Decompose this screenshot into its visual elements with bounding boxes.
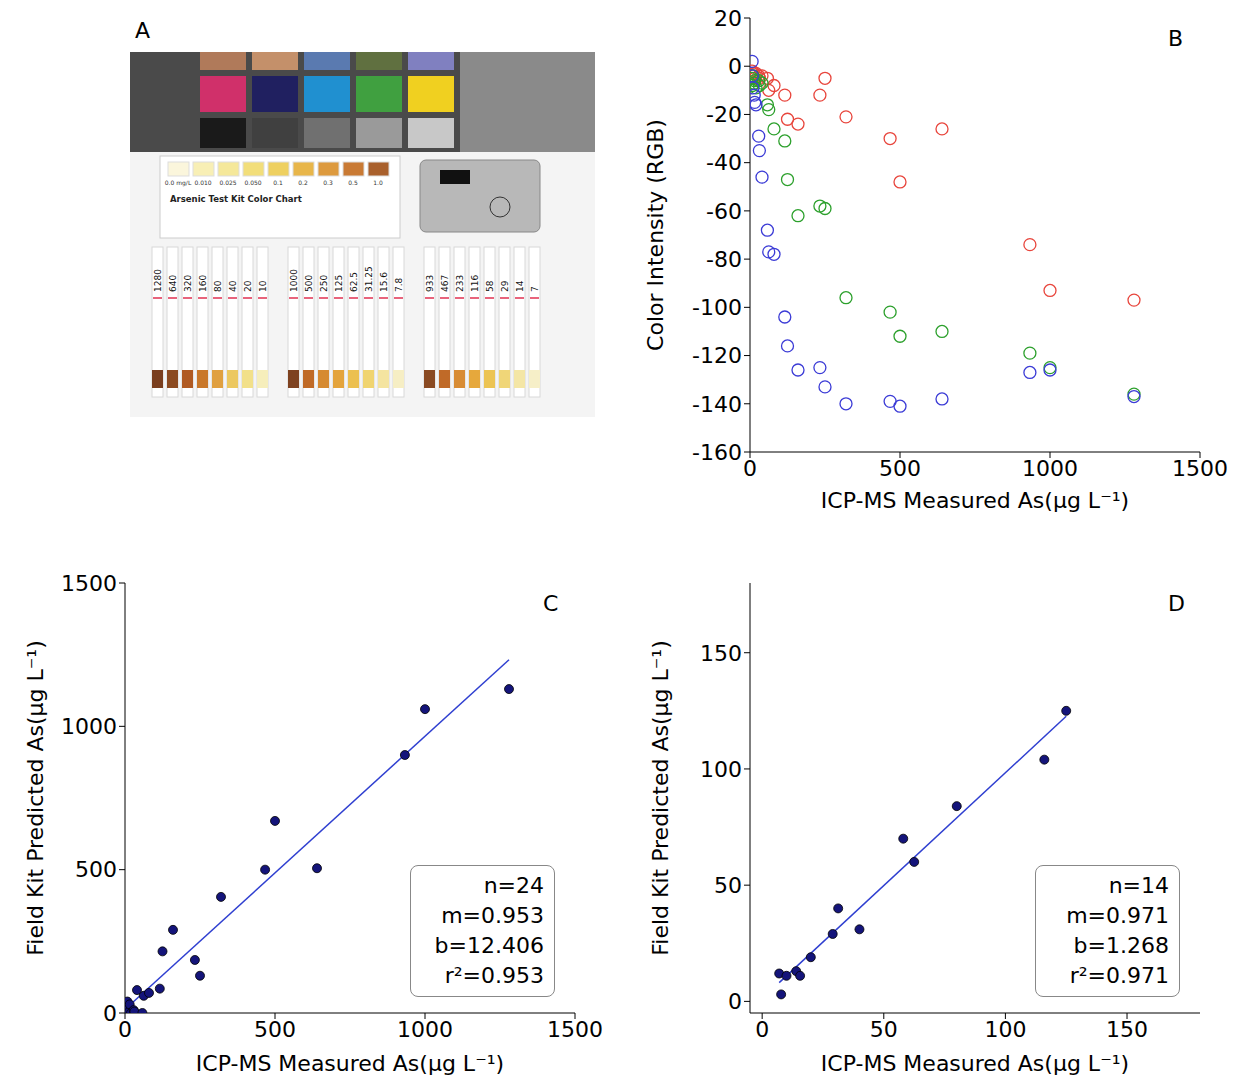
html-text:ICP-MS Measured As(μg L⁻¹): ICP-MS Measured As(μg L⁻¹) [820,487,1130,513]
svg-text:1000: 1000 [289,269,299,292]
svg-text:0: 0 [103,1001,117,1026]
svg-text:0.050: 0.050 [244,179,261,186]
svg-text:20: 20 [714,6,742,31]
svg-text:150: 150 [1106,1017,1148,1042]
svg-text:58: 58 [485,280,495,292]
svg-text:20: 20 [243,280,253,292]
svg-text:500: 500 [304,275,314,292]
svg-text:-80: -80 [706,247,742,272]
svg-text:Arsenic Test Kit Color Chart: Arsenic Test Kit Color Chart [170,194,302,204]
html-text:b=12.406: b=12.406 [434,933,544,958]
svg-text:0: 0 [743,456,757,481]
html-text:D: D [1168,591,1185,616]
svg-text:0.1: 0.1 [273,179,283,186]
html-text:B: B [1168,26,1184,51]
svg-text:0: 0 [118,1017,132,1042]
html-text:n=24: n=24 [483,873,544,898]
svg-text:-100: -100 [692,295,742,320]
svg-text:640: 640 [168,275,178,292]
svg-text:0.0 mg/L: 0.0 mg/L [165,179,192,187]
svg-text:10: 10 [258,280,268,292]
svg-text:500: 500 [254,1017,296,1042]
svg-text:-120: -120 [692,343,742,368]
svg-text:100: 100 [984,1017,1026,1042]
svg-text:467: 467 [440,275,450,292]
svg-text:1000: 1000 [397,1017,453,1042]
svg-text:250: 250 [319,275,329,292]
html-text:ICP-MS Measured As(μg L⁻¹): ICP-MS Measured As(μg L⁻¹) [820,1050,1130,1076]
html-text:r²=0.953: r²=0.953 [444,963,544,988]
svg-text:-140: -140 [692,392,742,417]
svg-text:31.25: 31.25 [364,266,374,292]
svg-text:-40: -40 [706,150,742,175]
svg-text:0: 0 [728,54,742,79]
html-text:C: C [543,591,559,616]
svg-text:320: 320 [183,275,193,292]
svg-text:116: 116 [470,275,480,292]
svg-text:933: 933 [425,275,435,292]
html-text:Field Kit Predicted As(μg L⁻¹): Field Kit Predicted As(μg L⁻¹) [22,640,48,956]
html-text:m=0.971: m=0.971 [1066,903,1169,928]
html-text:Color Intensity (RGB): Color Intensity (RGB) [642,119,668,351]
svg-text:500: 500 [75,857,117,882]
svg-text:500: 500 [879,456,921,481]
svg-text:7: 7 [530,286,540,292]
html-text:n=14: n=14 [1108,873,1169,898]
svg-text:0.010: 0.010 [194,179,211,186]
svg-text:100: 100 [700,757,742,782]
svg-text:0.5: 0.5 [348,179,358,186]
svg-text:0.3: 0.3 [323,179,333,186]
svg-text:0.025: 0.025 [219,179,236,186]
svg-text:0: 0 [755,1017,769,1042]
html-text:A: A [135,18,151,43]
svg-text:40: 40 [228,280,238,292]
svg-text:1.0: 1.0 [373,179,383,186]
html-text:b=1.268: b=1.268 [1073,933,1169,958]
svg-text:0: 0 [728,989,742,1014]
svg-text:-60: -60 [706,199,742,224]
html-text:Field Kit Predicted As(μg L⁻¹): Field Kit Predicted As(μg L⁻¹) [647,640,673,956]
svg-text:1000: 1000 [61,714,117,739]
svg-text:15.6: 15.6 [379,272,389,292]
svg-text:1280: 1280 [153,269,163,292]
svg-text:14: 14 [515,280,525,292]
svg-text:160: 160 [198,275,208,292]
svg-text:1500: 1500 [61,571,117,596]
svg-text:-20: -20 [706,102,742,127]
svg-text:-160: -160 [692,440,742,465]
html-text:r²=0.971: r²=0.971 [1069,963,1169,988]
svg-text:50: 50 [870,1017,898,1042]
svg-text:150: 150 [700,641,742,666]
svg-text:1000: 1000 [1022,456,1078,481]
svg-text:1500: 1500 [1172,456,1228,481]
svg-text:1500: 1500 [547,1017,603,1042]
svg-text:0.2: 0.2 [298,179,308,186]
svg-text:80: 80 [213,280,223,292]
svg-text:62.5: 62.5 [349,272,359,292]
svg-text:125: 125 [334,275,344,292]
svg-text:7.8: 7.8 [394,277,404,292]
html-text:m=0.953: m=0.953 [441,903,544,928]
svg-text:50: 50 [714,873,742,898]
html-text:ICP-MS Measured As(μg L⁻¹): ICP-MS Measured As(μg L⁻¹) [195,1050,505,1076]
svg-text:29: 29 [500,280,510,292]
svg-text:233: 233 [455,275,465,292]
